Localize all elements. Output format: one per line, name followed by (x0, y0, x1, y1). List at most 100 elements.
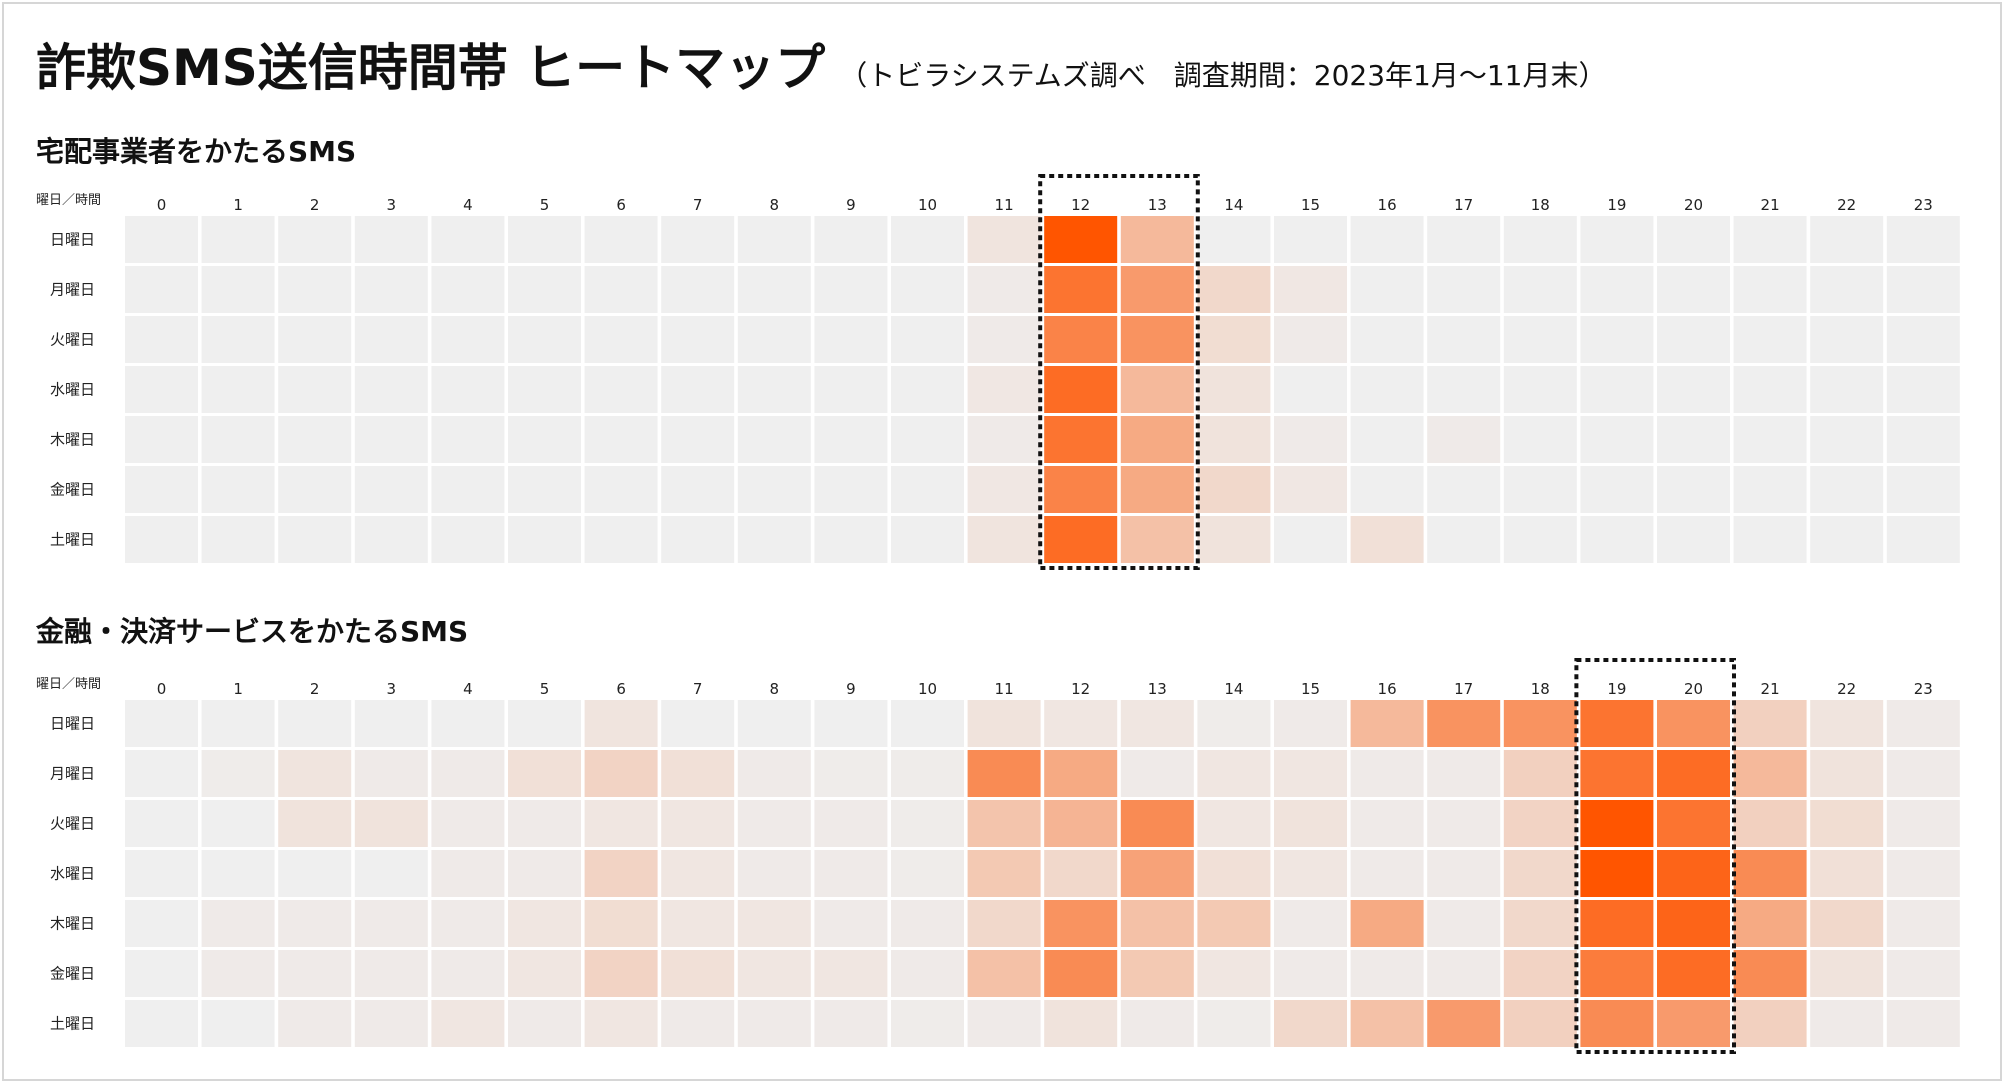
heatmap-cell (1886, 316, 1960, 363)
heatmap-cell (1197, 466, 1271, 513)
heatmap-cell (1350, 900, 1424, 947)
heatmap-cell (584, 416, 658, 463)
heatmap-cell (1657, 516, 1730, 563)
heatmap-cell (354, 750, 428, 797)
heatmap-cell (1350, 800, 1424, 847)
heatmap-cell (431, 216, 505, 263)
heatmap-cell (661, 850, 735, 897)
heatmap-cell (508, 900, 581, 947)
heatmap-cell (967, 950, 1041, 997)
heatmap-cell (661, 366, 735, 413)
heatmap-cell (891, 416, 964, 463)
heatmap-cell (1886, 416, 1960, 463)
heatmap-cell (1044, 950, 1118, 997)
heatmap-cell (1120, 516, 1194, 563)
heatmap-cell (1886, 466, 1960, 513)
heatmap-cell (737, 750, 811, 797)
heatmap-cell (584, 800, 658, 847)
y-tick-label: 水曜日 (50, 865, 95, 883)
heatmap-cell (1274, 800, 1347, 847)
heatmap-cell (1427, 850, 1501, 897)
heatmap-cell (1580, 700, 1654, 747)
heatmap-cell (1733, 466, 1807, 513)
heatmap-cell (1274, 316, 1347, 363)
heatmap-cell (814, 366, 888, 413)
x-tick-label: 9 (846, 680, 856, 698)
y-tick-label: 火曜日 (50, 331, 95, 349)
heatmap-cell (1886, 216, 1960, 263)
heatmap-cell (1886, 950, 1960, 997)
heatmap-cell (1657, 800, 1730, 847)
heatmap-cell (125, 416, 198, 463)
heatmap-cell (737, 850, 811, 897)
heatmap-cell (201, 850, 275, 897)
x-tick-label: 10 (918, 680, 937, 698)
heatmap-cell (1580, 316, 1654, 363)
heatmap-cell (1810, 466, 1884, 513)
heatmap-cell (737, 1000, 811, 1047)
heatmap-cell (1580, 800, 1654, 847)
heatmap-cell (1427, 466, 1501, 513)
heatmap-cell (1120, 750, 1194, 797)
heatmap-cell (278, 900, 352, 947)
heatmap-cell (1197, 216, 1271, 263)
heatmap-cell (1044, 516, 1118, 563)
heatmap-cell (737, 466, 811, 513)
heatmap-cell (278, 216, 352, 263)
heatmap-cell (1503, 416, 1577, 463)
heatmap-cell (354, 416, 428, 463)
heatmap-cell (1657, 700, 1730, 747)
heatmap-cell (1886, 266, 1960, 313)
heatmap-cell (354, 900, 428, 947)
heatmap-cell (891, 700, 964, 747)
heatmap-cell (737, 266, 811, 313)
heatmap-cell (1810, 750, 1884, 797)
heatmap-cell (1810, 416, 1884, 463)
heatmap-cell (1350, 366, 1424, 413)
heatmap-cell (354, 366, 428, 413)
x-tick-label: 2 (310, 680, 320, 698)
x-tick-label: 21 (1761, 680, 1780, 698)
heatmap-cell (661, 266, 735, 313)
heatmap-cell (1274, 900, 1347, 947)
heatmap-cell (1657, 750, 1730, 797)
heatmap-cell (814, 750, 888, 797)
x-tick-label: 13 (1148, 196, 1167, 214)
x-tick-label: 10 (918, 196, 937, 214)
y-tick-label: 月曜日 (50, 281, 95, 299)
heatmap-cell (125, 700, 198, 747)
x-tick-label: 16 (1378, 680, 1397, 698)
heatmap-cell (1810, 850, 1884, 897)
heatmap-cell (201, 900, 275, 947)
heatmap-cell (1657, 366, 1730, 413)
heatmap-cell (1274, 750, 1347, 797)
heatmap-cell (508, 1000, 581, 1047)
heatmap-cell (584, 366, 658, 413)
heatmap-cell (125, 516, 198, 563)
x-tick-label: 3 (387, 680, 397, 698)
heatmap-cell (1350, 950, 1424, 997)
heatmap-cell (584, 950, 658, 997)
heatmap-cell (1120, 466, 1194, 513)
x-tick-label: 22 (1837, 680, 1856, 698)
heatmap-cell (967, 800, 1041, 847)
heatmap-cell (125, 466, 198, 513)
heatmap-cell (125, 266, 198, 313)
heatmap-cell (1350, 416, 1424, 463)
heatmap-cell (1350, 850, 1424, 897)
heatmap-cell (1120, 316, 1194, 363)
x-tick-label: 17 (1454, 196, 1473, 214)
heatmap-cell (1580, 950, 1654, 997)
heatmap-cell (661, 750, 735, 797)
x-tick-label: 1 (233, 196, 243, 214)
heatmap-cell (661, 516, 735, 563)
heatmap-cell (508, 516, 581, 563)
x-tick-label: 17 (1454, 680, 1473, 698)
heatmap-cell (1350, 516, 1424, 563)
heatmap-cell (1503, 1000, 1577, 1047)
y-tick-label: 火曜日 (50, 815, 95, 833)
heatmap-cell (661, 466, 735, 513)
heatmap-cell (354, 516, 428, 563)
x-tick-label: 19 (1607, 196, 1626, 214)
heatmap-cell (1733, 950, 1807, 997)
